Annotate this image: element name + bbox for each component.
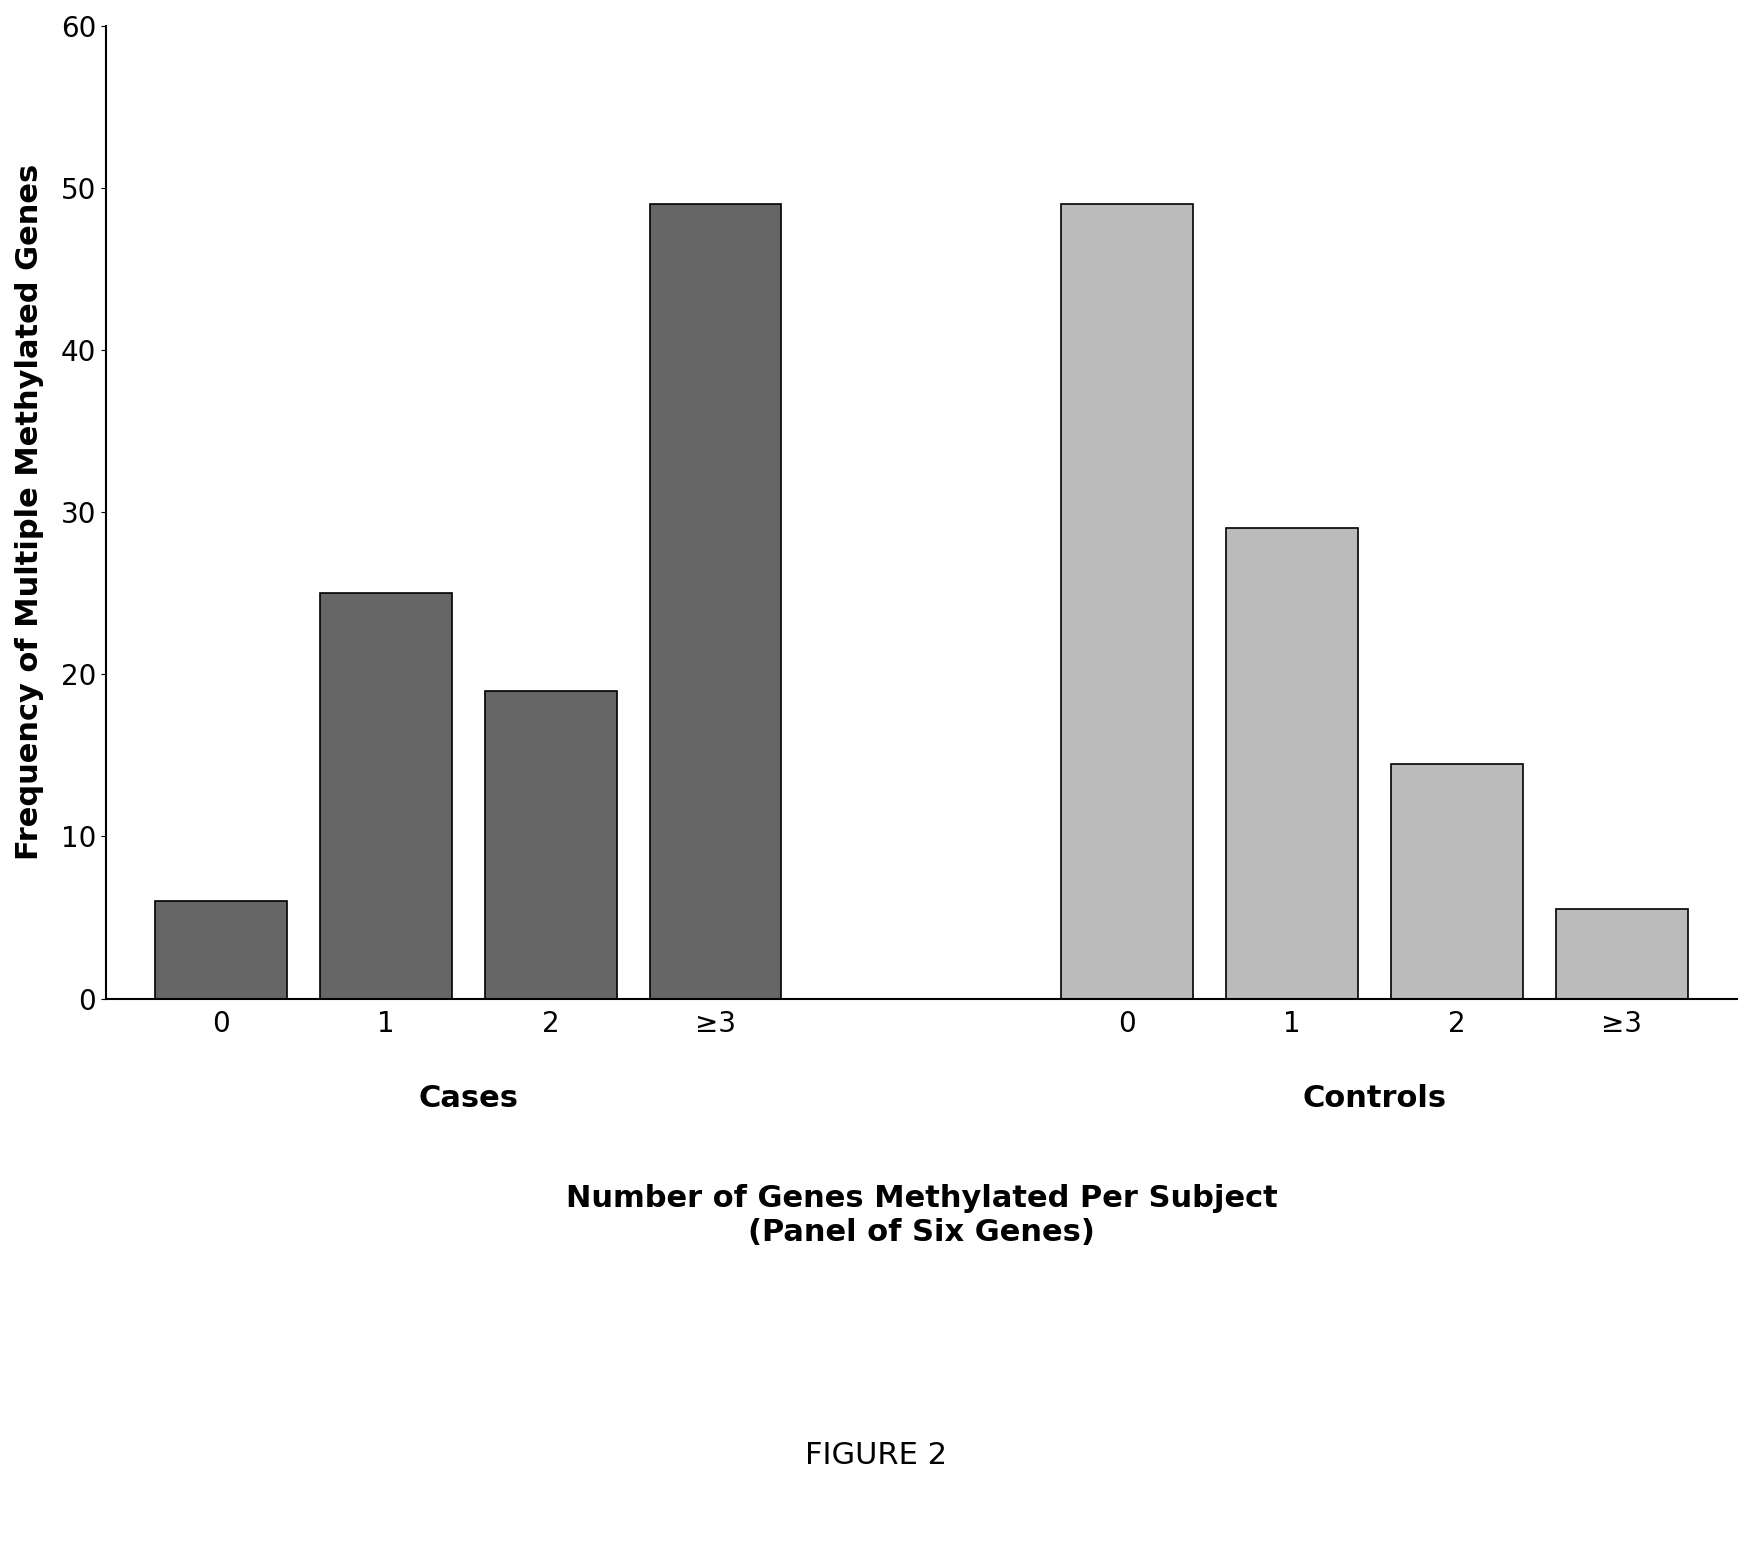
Text: Cases: Cases bbox=[419, 1084, 519, 1113]
Bar bbox=[485, 690, 617, 998]
Text: Number of Genes Methylated Per Subject
(Panel of Six Genes): Number of Genes Methylated Per Subject (… bbox=[566, 1184, 1277, 1246]
Y-axis label: Frequency of Multiple Methylated Genes: Frequency of Multiple Methylated Genes bbox=[16, 164, 44, 861]
Bar bbox=[1062, 204, 1193, 998]
Bar bbox=[650, 204, 781, 998]
Bar bbox=[321, 593, 452, 998]
Bar bbox=[1391, 763, 1522, 998]
Text: FIGURE 2: FIGURE 2 bbox=[804, 1441, 948, 1469]
Text: Controls: Controls bbox=[1302, 1084, 1447, 1113]
Bar bbox=[156, 901, 287, 998]
Bar bbox=[1226, 528, 1358, 998]
Bar bbox=[1556, 909, 1687, 998]
